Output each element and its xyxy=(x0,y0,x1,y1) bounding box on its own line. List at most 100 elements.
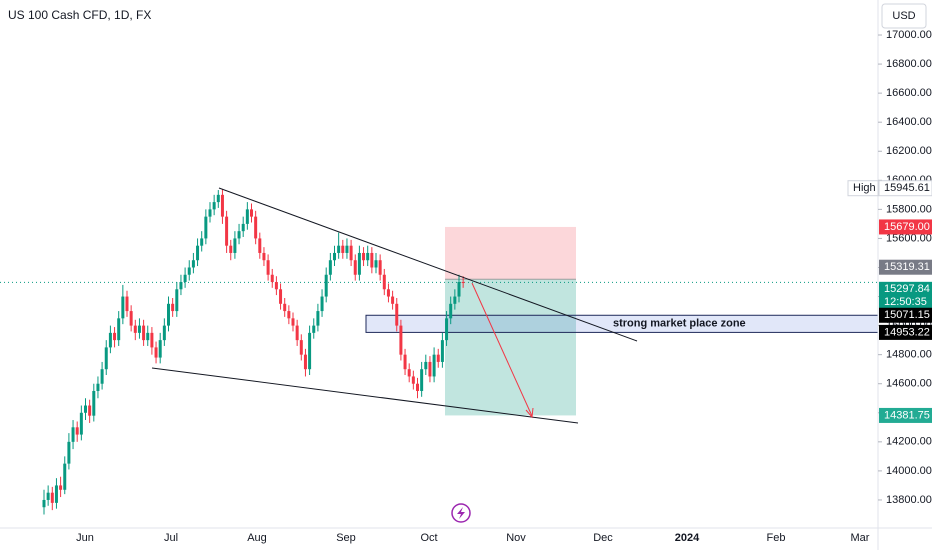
candle-body xyxy=(125,296,129,312)
candle-body xyxy=(378,260,382,275)
candle-body xyxy=(42,499,46,508)
price-tag-label: 15679.00 xyxy=(884,221,930,233)
price-tag-label: 15319.31 xyxy=(884,261,930,273)
candle-body xyxy=(183,274,187,283)
y-tick-label: 14200.00 xyxy=(886,436,932,448)
candle-body xyxy=(416,383,419,391)
candle-body xyxy=(154,347,158,358)
y-tick-label: 16400.00 xyxy=(886,116,932,128)
currency: USD xyxy=(892,10,915,22)
candle-body xyxy=(75,427,79,435)
price-tag xyxy=(879,219,932,235)
candle-body xyxy=(196,245,200,261)
candle-body xyxy=(295,325,299,341)
candle-body xyxy=(403,354,407,370)
event-bolt xyxy=(457,507,465,519)
candle-body xyxy=(63,463,67,490)
candle-body xyxy=(175,289,179,312)
price-tag xyxy=(878,180,932,197)
price-tag xyxy=(879,324,932,340)
x-tick-label: Dec xyxy=(593,532,613,544)
candle-body xyxy=(453,296,457,304)
candle-body xyxy=(191,260,195,268)
high-tag xyxy=(847,180,879,197)
currency-button[interactable] xyxy=(881,3,927,29)
candle-body xyxy=(200,238,204,246)
candle-body xyxy=(229,245,233,253)
x-tick-label: Oct xyxy=(420,532,437,544)
candle-body xyxy=(366,252,370,261)
candle-body xyxy=(187,267,191,275)
zone-label: strong market place zone xyxy=(613,318,746,330)
y-tick-label: 15600.00 xyxy=(886,232,932,244)
arrow-head xyxy=(525,407,534,419)
high-tag-label: High xyxy=(853,182,876,194)
candle-body xyxy=(225,216,229,246)
y-tick-label: 13800.00 xyxy=(886,494,932,506)
candle-body xyxy=(424,361,428,370)
candle-body xyxy=(133,325,137,333)
candle-body xyxy=(179,282,183,290)
candle-body xyxy=(386,289,390,297)
candle-body xyxy=(100,369,104,384)
candle-body xyxy=(395,303,399,326)
candle-body xyxy=(137,325,141,333)
price-tag-label: 15297.84 xyxy=(884,283,930,295)
x-tick-label: Sep xyxy=(336,532,356,544)
candle-body xyxy=(79,412,83,435)
candle-body xyxy=(266,260,270,275)
y-tick-label: 17000.00 xyxy=(886,29,932,41)
candle-body xyxy=(150,332,154,348)
price-tag xyxy=(879,281,932,310)
candle-body xyxy=(270,274,274,283)
candle-body xyxy=(291,318,295,326)
candle-body xyxy=(308,332,312,370)
candle-body xyxy=(399,325,403,355)
candle-body xyxy=(104,347,108,370)
candle-body xyxy=(345,245,349,253)
candle-body xyxy=(391,296,395,304)
candle-body xyxy=(370,252,374,268)
candle-body xyxy=(303,354,307,370)
candle-body xyxy=(258,238,262,253)
candle-body xyxy=(428,361,432,377)
candle-body xyxy=(432,354,436,377)
candle-body xyxy=(349,245,353,261)
candle-body xyxy=(108,332,112,348)
price-tag-label: 14953.22 xyxy=(884,326,930,338)
y-tick-label: 14800.00 xyxy=(886,349,932,361)
candle-body xyxy=(142,325,146,341)
candle-body xyxy=(283,303,287,312)
x-tick-label: Feb xyxy=(767,532,786,544)
candle-body xyxy=(320,296,324,312)
candle-body xyxy=(274,282,278,290)
candle-body xyxy=(279,289,283,304)
candle-body xyxy=(436,354,440,362)
x-tick-label: Aug xyxy=(247,532,267,544)
candle-body xyxy=(146,332,150,341)
candle-body xyxy=(71,427,75,442)
candle-body xyxy=(382,274,386,290)
candle-body xyxy=(362,252,366,261)
x-tick-label: Jul xyxy=(164,532,178,544)
price-tag xyxy=(879,259,932,275)
candle-body xyxy=(449,303,453,319)
candle-body xyxy=(461,282,465,284)
axes: 13800.0014000.0014200.0014400.0014600.00… xyxy=(76,29,932,544)
candle-body xyxy=(333,252,336,261)
upper-trendline xyxy=(218,187,638,342)
candle-body xyxy=(67,441,71,464)
candle-body xyxy=(121,296,125,319)
candle-body xyxy=(262,252,266,261)
chart-title: US 100 Cash CFD, 1D, FX xyxy=(8,8,151,22)
candle-body xyxy=(220,194,224,217)
candle-body xyxy=(357,252,361,275)
candle-body xyxy=(287,311,291,319)
x-tick-label: Jun xyxy=(76,532,94,544)
x-tick-label: Mar xyxy=(851,532,870,544)
y-tick-label: 14600.00 xyxy=(886,378,932,390)
events-icon[interactable] xyxy=(451,503,471,523)
candle-body xyxy=(374,260,378,268)
candle-body xyxy=(299,340,303,355)
